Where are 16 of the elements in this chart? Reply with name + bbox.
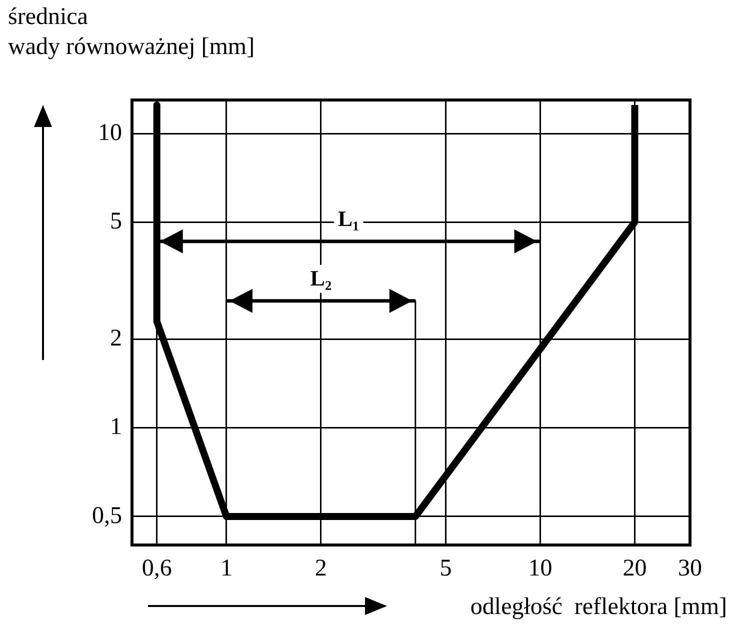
y-tick-label: 10 (98, 120, 122, 146)
x-tick-label: 30 (678, 556, 702, 582)
y-axis-title: średnica wady równoważnej [mm] (8, 3, 255, 62)
x-tick-label: 0,6 (142, 556, 172, 582)
series-label: L₂ (310, 266, 332, 291)
x-tick-label: 1 (220, 556, 232, 582)
series-label: L₁ (338, 206, 360, 232)
x-tick-label: 5 (440, 556, 452, 582)
y-tick-label: 5 (110, 208, 122, 234)
x-tick-label: 2 (314, 556, 327, 582)
y-tick-label: 0,5 (92, 502, 122, 529)
y-tick-label: 2 (110, 326, 122, 352)
x-tick-label: 10 (528, 556, 552, 582)
x-tick-label: 20 (622, 556, 647, 582)
x-axis-title: odległość reflektora [mm] (470, 593, 727, 622)
y-tick-label: 1 (110, 414, 122, 440)
